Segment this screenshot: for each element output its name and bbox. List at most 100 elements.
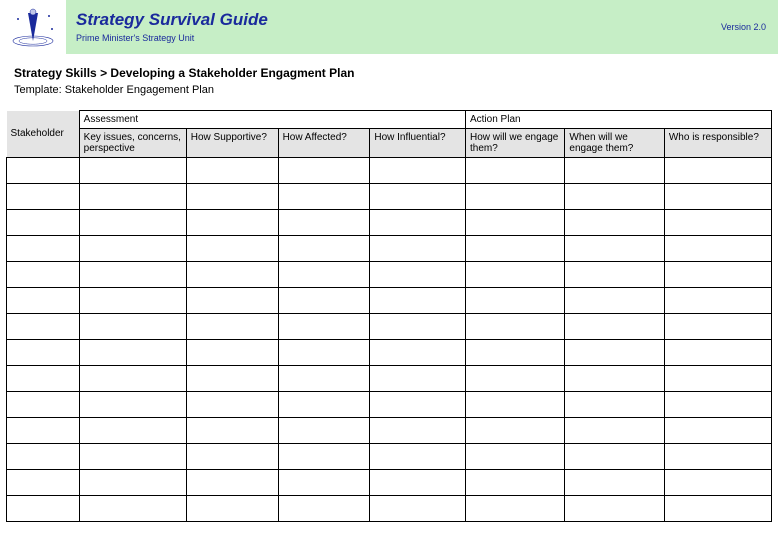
table-cell [278, 288, 370, 314]
table-cell [278, 444, 370, 470]
table-cell [565, 392, 664, 418]
col-group-1: Action Plan [465, 111, 771, 129]
banner-titles: Strategy Survival Guide Prime Minister's… [66, 11, 721, 43]
table-cell [278, 236, 370, 262]
table-cell [7, 184, 80, 210]
table-cell [7, 366, 80, 392]
table-cell [186, 366, 278, 392]
table-cell [278, 366, 370, 392]
table-cell [79, 236, 186, 262]
table-row [7, 392, 772, 418]
table-cell [186, 418, 278, 444]
table-row [7, 314, 772, 340]
table-cell [565, 418, 664, 444]
table-cell [7, 210, 80, 236]
table-cell [664, 444, 771, 470]
table-cell [278, 340, 370, 366]
table-cell [465, 288, 564, 314]
table-cell [278, 158, 370, 184]
table-cell [186, 158, 278, 184]
table-cell [7, 314, 80, 340]
table-cell [79, 392, 186, 418]
table-cell [465, 158, 564, 184]
table-cell [565, 444, 664, 470]
table-cell [186, 288, 278, 314]
table-cell [278, 392, 370, 418]
table-cell [565, 288, 664, 314]
table-cell [370, 262, 466, 288]
table-cell [186, 210, 278, 236]
col-header-3: How Influential? [370, 129, 466, 158]
stakeholder-table: Stakeholder AssessmentAction Plan Key is… [6, 110, 772, 522]
table-cell [370, 210, 466, 236]
table-cell [370, 158, 466, 184]
table-cell [664, 210, 771, 236]
table-cell [465, 210, 564, 236]
table-cell [465, 418, 564, 444]
strategy-logo-icon [8, 5, 58, 49]
table-cell [370, 366, 466, 392]
col-header-6: Who is responsible? [664, 129, 771, 158]
table-cell [664, 496, 771, 522]
table-cell [186, 236, 278, 262]
banner-title: Strategy Survival Guide [76, 11, 721, 30]
header-banner: Strategy Survival Guide Prime Minister's… [0, 0, 778, 54]
table-cell [465, 236, 564, 262]
table-cell [565, 366, 664, 392]
table-cell [565, 340, 664, 366]
table-row [7, 236, 772, 262]
breadcrumb-sep: > [100, 66, 107, 80]
table-cell [664, 288, 771, 314]
table-row [7, 444, 772, 470]
table-cell [278, 470, 370, 496]
table-cell [278, 418, 370, 444]
breadcrumb-page: Developing a Stakeholder Engagment Plan [110, 66, 354, 80]
table-cell [7, 470, 80, 496]
table-cell [370, 418, 466, 444]
col-group-0: Assessment [79, 111, 465, 129]
table-cell [186, 314, 278, 340]
col-stakeholder: Stakeholder [7, 111, 80, 158]
table-cell [7, 392, 80, 418]
table-cell [79, 444, 186, 470]
table-row [7, 366, 772, 392]
table-cell [79, 288, 186, 314]
table-cell [370, 288, 466, 314]
banner-subtitle: Prime Minister's Strategy Unit [76, 33, 721, 43]
table-body [7, 158, 772, 522]
table-cell [565, 210, 664, 236]
table-group-row: Stakeholder AssessmentAction Plan [7, 111, 772, 129]
table-cell [186, 262, 278, 288]
table-cell [370, 444, 466, 470]
table-cell [465, 366, 564, 392]
table-cell [79, 418, 186, 444]
table-cell [664, 366, 771, 392]
col-header-2: How Affected? [278, 129, 370, 158]
table-cell [7, 418, 80, 444]
table-cell [664, 184, 771, 210]
table-cell [465, 392, 564, 418]
table-row [7, 418, 772, 444]
table-cell [79, 340, 186, 366]
table-cell [565, 158, 664, 184]
col-header-0: Key issues, concerns, perspective [79, 129, 186, 158]
table-cell [7, 158, 80, 184]
table-cell [186, 496, 278, 522]
table-cell [79, 184, 186, 210]
table-cell [79, 158, 186, 184]
table-row [7, 262, 772, 288]
table-columns-row: Key issues, concerns, perspectiveHow Sup… [7, 129, 772, 158]
table-cell [7, 236, 80, 262]
col-header-1: How Supportive? [186, 129, 278, 158]
table-cell [278, 496, 370, 522]
table-cell [565, 314, 664, 340]
table-cell [7, 262, 80, 288]
table-row [7, 288, 772, 314]
breadcrumb: Strategy Skills > Developing a Stakehold… [0, 54, 778, 84]
table-cell [465, 444, 564, 470]
table-cell [79, 210, 186, 236]
table-container: Stakeholder AssessmentAction Plan Key is… [0, 110, 778, 528]
table-row [7, 470, 772, 496]
table-cell [664, 262, 771, 288]
table-cell [664, 314, 771, 340]
